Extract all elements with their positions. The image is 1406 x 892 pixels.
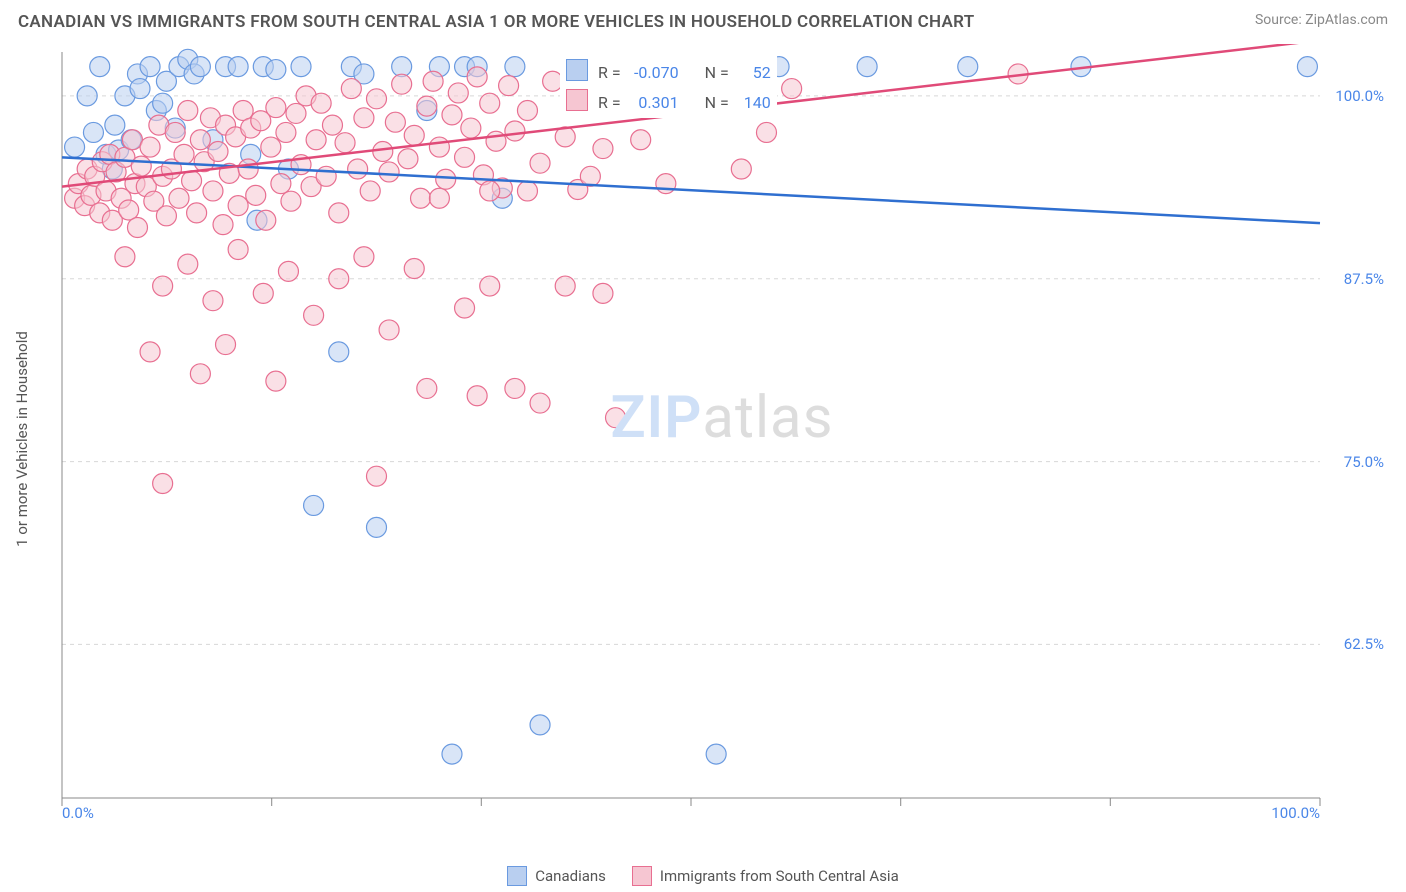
legend-item: Canadians: [507, 866, 606, 886]
stats-n-value: 52: [735, 58, 775, 86]
legend-swatch: [507, 866, 527, 886]
y-tick-label: 100.0%: [1335, 87, 1384, 105]
stats-swatch: [566, 89, 588, 111]
y-axis-label: 1 or more Vehicles in Household: [13, 331, 31, 547]
stats-swatch: [566, 59, 588, 81]
stats-row: R =-0.070 N =52: [562, 58, 775, 86]
stats-r-label: R =: [594, 88, 625, 116]
chart-source: Source: ZipAtlas.com: [1255, 12, 1388, 28]
scatter-plot: [54, 44, 1390, 824]
stats-row: R =0.301 N =140: [562, 88, 775, 116]
stats-n-label: N =: [701, 88, 733, 116]
chart-title: CANADIAN VS IMMIGRANTS FROM SOUTH CENTRA…: [18, 12, 974, 32]
y-tick-label: 87.5%: [1344, 270, 1384, 288]
series-Canadians: [65, 49, 1318, 764]
legend-item: Immigrants from South Central Asia: [632, 866, 899, 886]
x-tick-label: 0.0%: [62, 804, 94, 822]
chart-header: CANADIAN VS IMMIGRANTS FROM SOUTH CENTRA…: [0, 0, 1406, 40]
stats-r-value: 0.301: [627, 88, 683, 116]
y-tick-label: 62.5%: [1344, 635, 1384, 653]
chart-area: ZIPatlas R =-0.070N =52R =0.301N =140 62…: [54, 44, 1390, 824]
y-tick-label: 75.0%: [1344, 453, 1384, 471]
correlation-stats-box: R =-0.070 N =52 R =0.301 N =140: [560, 56, 777, 118]
legend-label: Canadians: [535, 867, 606, 885]
bottom-legend: Canadians Immigrants from South Central A…: [0, 866, 1406, 886]
stats-n-label: N =: [701, 58, 733, 86]
legend-swatch: [632, 866, 652, 886]
stats-n-value: 140: [735, 88, 775, 116]
legend-label: Immigrants from South Central Asia: [660, 867, 899, 885]
x-tick-label: 100.0%: [1271, 804, 1320, 822]
stats-r-value: -0.070: [627, 58, 683, 86]
stats-r-label: R =: [594, 58, 625, 86]
